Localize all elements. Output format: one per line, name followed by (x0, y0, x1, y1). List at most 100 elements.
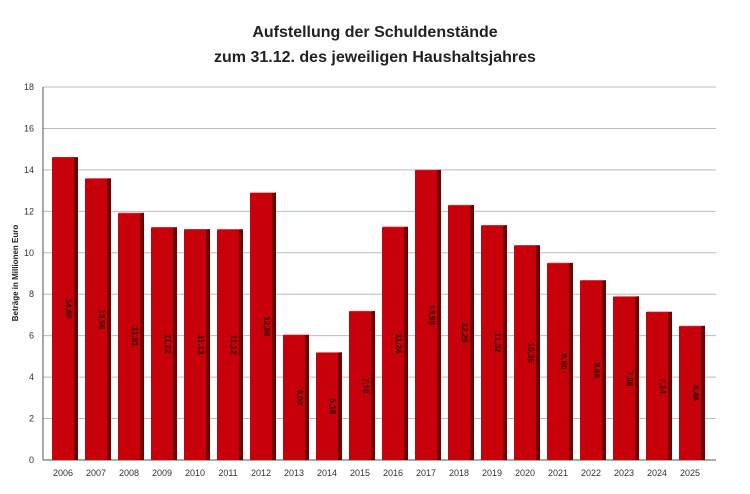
bar (250, 192, 276, 461)
bar-side (701, 325, 705, 460)
x-tick-label: 2016 (383, 468, 403, 478)
bar-side (668, 311, 672, 460)
bar-front (250, 192, 272, 460)
bar-front (415, 170, 437, 460)
bar-side (404, 226, 408, 460)
bar (118, 212, 144, 460)
bar-value-label: 5,18 (328, 399, 337, 415)
bar-side (635, 296, 639, 460)
bar-front (448, 205, 470, 460)
x-tick-label: 2007 (86, 468, 106, 478)
bar-value-label: 11,13 (196, 335, 205, 355)
chart-title-line-1: Aufstellung der Schuldenstände (252, 24, 498, 41)
bar (481, 225, 507, 460)
bar (580, 280, 606, 460)
bar-value-label: 11,91 (130, 327, 139, 347)
bar-side (470, 204, 474, 460)
x-tick-label: 2017 (416, 468, 436, 478)
bar (415, 169, 441, 460)
bar-side (437, 169, 441, 460)
bar-value-label: 6,46 (691, 385, 700, 401)
y-tick-label: 4 (29, 372, 34, 382)
bar-front (613, 296, 635, 460)
bar-front (679, 326, 701, 460)
bar-value-label: 11,32 (493, 333, 502, 353)
x-tick-label: 2022 (581, 468, 601, 478)
bars (52, 157, 705, 461)
bar-front (118, 213, 140, 460)
bar-side (107, 178, 111, 461)
y-tick-label: 14 (24, 165, 34, 175)
bar (547, 262, 573, 460)
x-tick-label: 2006 (53, 468, 73, 478)
x-tick-label: 2013 (284, 468, 304, 478)
bar (349, 310, 375, 460)
bar-front (52, 157, 74, 460)
bar-value-label: 10,35 (526, 343, 535, 364)
bar-value-label: 7,18 (361, 378, 370, 394)
y-tick-label: 6 (29, 331, 34, 341)
bar-value-label: 11,24 (394, 334, 403, 354)
bar-value-label: 11,12 (229, 335, 238, 355)
bar-side (602, 280, 606, 460)
bar-value-label: 11,22 (163, 334, 172, 354)
bar-side (173, 227, 177, 460)
y-tick-label: 2 (29, 414, 34, 424)
bar-value-label: 7,88 (625, 371, 634, 387)
y-axis-label: Beträge in Millionen Euro (11, 225, 20, 322)
tick-labels: 0 2 4 6 8 10 12 14 16 18 14,60 2006 13,58 2007 11,91 20… (24, 82, 700, 478)
x-tick-label: 2009 (152, 468, 172, 478)
bar-side (239, 229, 243, 460)
chart-title: Aufstellung der Schuldenstände zum 31.12… (0, 20, 750, 70)
y-tick-label: 0 (29, 455, 34, 465)
bar-value-label: 12,89 (262, 316, 271, 337)
x-tick-label: 2011 (218, 468, 237, 478)
bar-value-label: 13,99 (427, 305, 436, 326)
bar-value-label: 14,60 (64, 299, 73, 320)
bar-value-label: 12,29 (460, 323, 469, 344)
bar-front (382, 227, 404, 460)
x-tick-label: 2019 (482, 468, 502, 478)
bar-value-label: 8,66 (592, 362, 601, 378)
bar-front (580, 280, 602, 460)
bar-value-label: 7,14 (658, 378, 667, 394)
x-tick-label: 2010 (185, 468, 205, 478)
bar-value-label: 6,03 (295, 390, 304, 406)
chart-title-line-2: zum 31.12. des jeweiligen Haushaltsjahre… (214, 49, 536, 66)
bar-front (514, 245, 536, 460)
bar-front (547, 263, 569, 460)
bar (646, 311, 672, 460)
x-tick-label: 2012 (251, 468, 271, 478)
x-tick-label: 2008 (119, 468, 139, 478)
y-tick-label: 18 (24, 82, 34, 92)
bar (613, 296, 639, 460)
bar (283, 334, 309, 460)
bar-front (85, 178, 107, 460)
y-tick-label: 12 (24, 206, 34, 216)
x-tick-label: 2020 (515, 468, 535, 478)
y-tick-label: 16 (24, 123, 34, 133)
bar-front (316, 352, 338, 460)
bar-side (272, 192, 276, 461)
bar-value-label: 13,58 (97, 309, 106, 330)
y-tick-label: 10 (24, 248, 34, 258)
bar-side (74, 157, 78, 461)
bar (85, 178, 111, 461)
x-tick-label: 2015 (350, 468, 370, 478)
bar (679, 325, 705, 460)
bar-front (217, 229, 239, 460)
bar (52, 157, 78, 461)
bar-side (503, 225, 507, 460)
bar (514, 245, 540, 460)
x-tick-label: 2023 (614, 468, 634, 478)
bar-front (349, 311, 371, 460)
bar-side (140, 212, 144, 460)
bar (316, 352, 342, 460)
bar (151, 227, 177, 460)
x-tick-label: 2025 (680, 468, 700, 478)
bar-value-label: 9,50 (559, 354, 568, 370)
bar-front (481, 225, 503, 460)
x-tick-label: 2014 (317, 468, 337, 478)
bar-front (283, 335, 305, 460)
